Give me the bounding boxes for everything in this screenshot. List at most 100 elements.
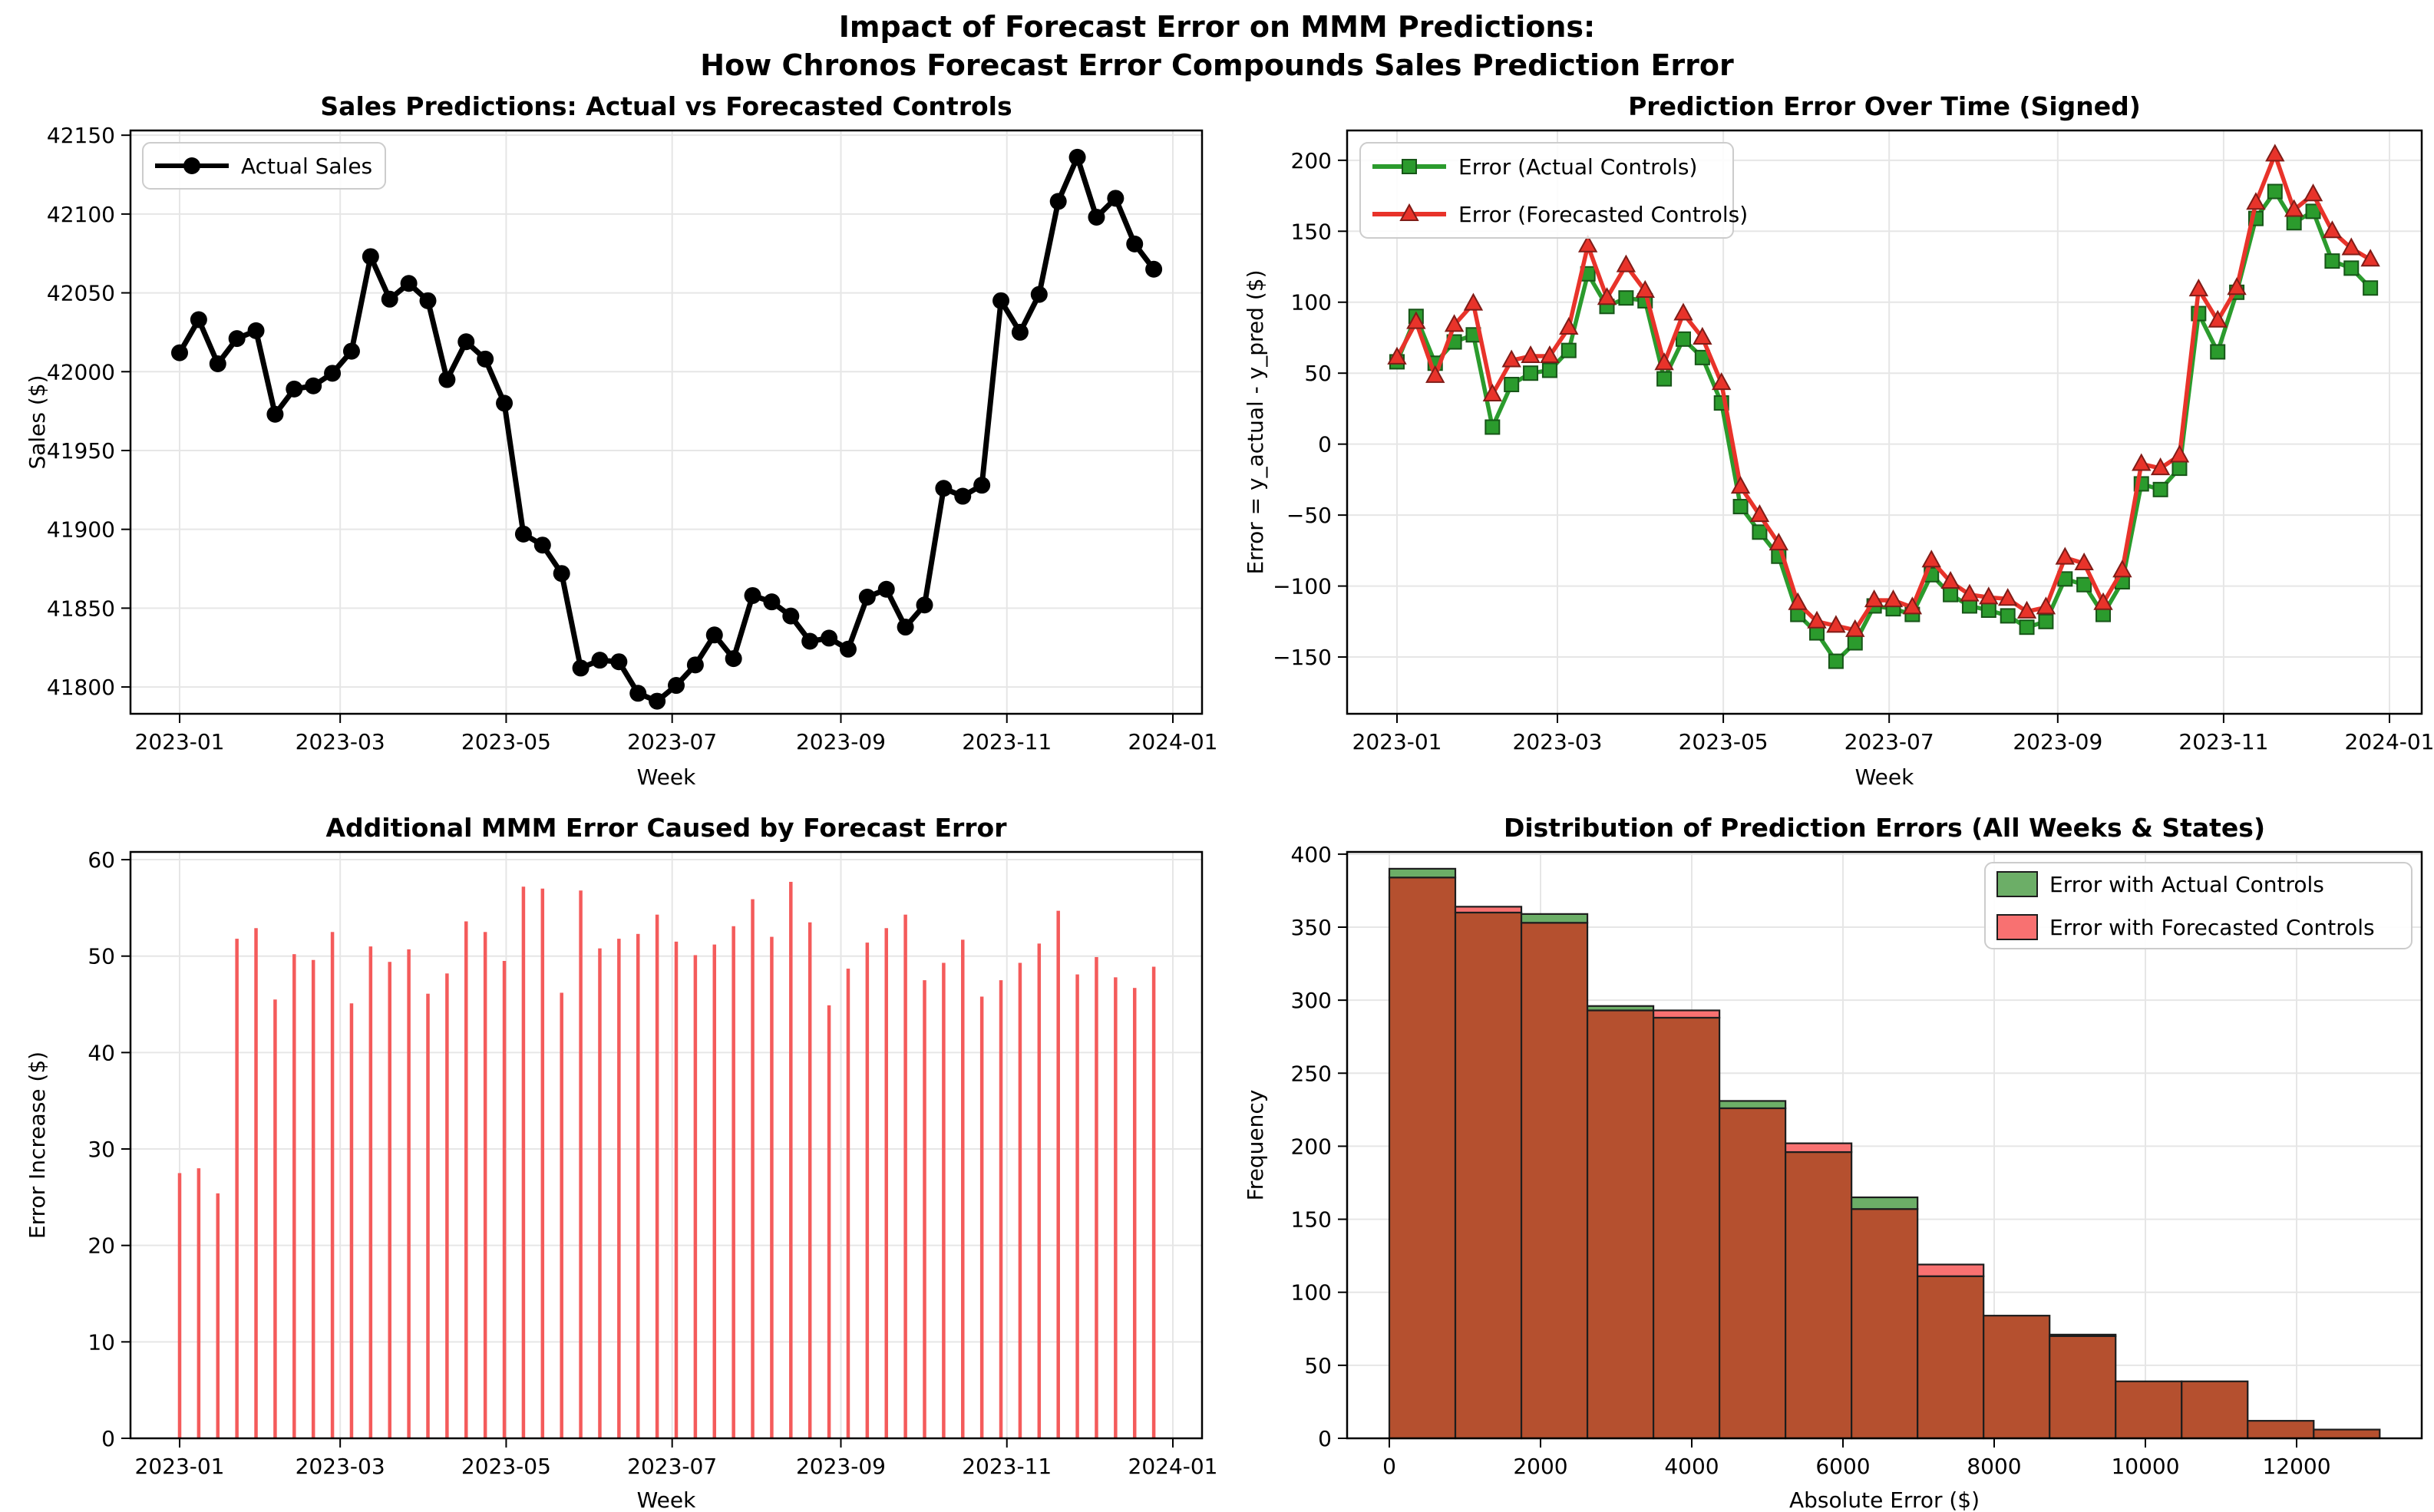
chart-text: 10 xyxy=(88,1329,115,1355)
error-distribution-legend: Error with Actual Controls Error with For… xyxy=(1984,862,2413,949)
chart-text: 2023-05 xyxy=(461,1454,551,1479)
chart-text: 200 xyxy=(1291,148,1332,173)
chart-text: Error = y_actual - y_pred ($) xyxy=(1243,269,1268,574)
chart-text: 2023-05 xyxy=(461,729,551,754)
chart-text: 50 xyxy=(1304,361,1332,386)
chart-text: 250 xyxy=(1291,1061,1332,1086)
chart-text: 0 xyxy=(1318,432,1332,457)
chart-text: 0 xyxy=(1382,1454,1396,1479)
chart-text: 6000 xyxy=(1815,1454,1870,1479)
sales-predictions-chart: 2023-01 2023-03 2023-05 2023-07 2023-09 2023-… xyxy=(25,91,1218,790)
chart-text: Absolute Error ($) xyxy=(1789,1487,1980,1512)
chart-text: 12000 xyxy=(2262,1454,2330,1479)
chart-text: 2000 xyxy=(1513,1454,1567,1479)
additional-mmm-error-ticks xyxy=(121,859,1174,1448)
chart-text: Sales Predictions: Actual vs Forecasted … xyxy=(320,91,1012,121)
chart-text: 0 xyxy=(101,1426,115,1451)
chart-text: 41850 xyxy=(47,596,115,621)
chart-text: Distribution of Prediction Errors (All W… xyxy=(1504,813,2265,843)
chart-text: 2023-05 xyxy=(1679,729,1769,754)
chart-text: Error (Forecasted Controls) xyxy=(1458,202,1748,227)
sales-predictions-tick-labels: 2023-01 2023-03 2023-05 2023-07 2023-09 2023-… xyxy=(47,123,1218,754)
chart-text: Additional MMM Error Caused by Forecast … xyxy=(326,813,1008,843)
sales-predictions-series-circle xyxy=(171,148,1163,710)
chart-text: 100 xyxy=(1291,1280,1332,1306)
additional-mmm-error-tick-labels: 2023-01 2023-03 2023-05 2023-07 2023-09 2023-… xyxy=(88,847,1217,1479)
figure-title-line1: Impact of Forecast Error on MMM Predicti… xyxy=(838,10,1596,44)
chart-text: 42150 xyxy=(47,123,115,148)
error-distribution-chart: 0 2000 4000 6000 8000 10000 12000 0 50 100 150 200 2… xyxy=(1243,813,2423,1512)
chart-text: 2023-11 xyxy=(962,1454,1052,1479)
sales-predictions-ticks xyxy=(121,134,1174,723)
figure-title: Impact of Forecast Error on MMM Predicti… xyxy=(0,8,2434,84)
prediction-error-over-time-chart: 2023-01 2023-03 2023-05 2023-07 2023-09 2023-… xyxy=(1243,91,2434,790)
chart-text: 2023-03 xyxy=(296,729,385,754)
additional-mmm-error-bars xyxy=(177,881,1156,1438)
chart-text: 42050 xyxy=(47,281,115,306)
error-distribution-spines xyxy=(1346,850,2423,1440)
chart-text: Error Increase ($) xyxy=(25,1051,50,1239)
error-distribution-tick-labels: 0 2000 4000 6000 8000 10000 12000 0 50 100 150 200 2… xyxy=(1291,842,2331,1479)
chart-text: 2023-09 xyxy=(796,729,886,754)
chart-text: 60 xyxy=(88,847,115,873)
chart-text: 2023-01 xyxy=(135,1454,225,1479)
additional-mmm-error-grid xyxy=(130,852,1202,1439)
chart-text: Error (Actual Controls) xyxy=(1458,154,1697,180)
chart-text: 2023-07 xyxy=(627,1454,717,1479)
chart-text: 2023-11 xyxy=(2178,729,2268,754)
chart-text: −50 xyxy=(1286,503,1332,528)
error-distribution-bars xyxy=(1388,867,2381,1440)
chart-text: Error with Actual Controls xyxy=(2049,872,2324,897)
figure-title-line2: How Chronos Forecast Error Compounds Sal… xyxy=(700,48,1734,82)
prediction-error-over-time-series-triangle xyxy=(1387,144,2380,637)
chart-text: 2023-07 xyxy=(627,729,717,754)
additional-mmm-error-chart: 2023-01 2023-03 2023-05 2023-07 2023-09 2023-… xyxy=(25,813,1218,1512)
chart-text: −100 xyxy=(1273,574,1332,599)
chart-text: 300 xyxy=(1291,988,1332,1013)
chart-text: 10000 xyxy=(2111,1454,2179,1479)
chart-text: 150 xyxy=(1291,219,1332,244)
chart-text: 8000 xyxy=(1967,1454,2021,1479)
chart-text: 41800 xyxy=(47,675,115,700)
chart-text: 100 xyxy=(1291,290,1332,315)
chart-text: 2024-01 xyxy=(2345,729,2434,754)
chart-text: 41900 xyxy=(47,517,115,543)
chart-text: 200 xyxy=(1291,1134,1332,1159)
chart-text: 2023-01 xyxy=(1352,729,1442,754)
chart-text: 40 xyxy=(88,1040,115,1065)
sales-predictions-spines xyxy=(129,129,1204,715)
chart-text: 400 xyxy=(1291,842,1332,867)
chart-text: Sales ($) xyxy=(25,375,50,469)
chart-text: Prediction Error Over Time (Signed) xyxy=(1628,91,2141,121)
chart-text: Frequency xyxy=(1243,1090,1268,1201)
chart-text: 150 xyxy=(1291,1207,1332,1233)
chart-text: Error with Forecasted Controls xyxy=(2049,915,2375,940)
additional-mmm-error-spines xyxy=(129,850,1204,1440)
prediction-error-over-time-tick-labels: 2023-01 2023-03 2023-05 2023-07 2023-09 2023-… xyxy=(1273,148,2434,754)
sales-predictions-legend: Actual Sales xyxy=(142,142,386,190)
prediction-error-over-time-ticks xyxy=(1338,159,2390,723)
prediction-error-over-time-legend: Error (Actual Controls) Error (Forecasted… xyxy=(1359,142,1748,239)
sales-predictions-grid xyxy=(130,130,1202,714)
chart-text: 2023-01 xyxy=(135,729,225,754)
chart-text: 30 xyxy=(88,1137,115,1162)
chart-text: 2023-07 xyxy=(1844,729,1934,754)
chart-text: Week xyxy=(637,764,696,790)
chart-text: 42100 xyxy=(47,202,115,227)
chart-text: 2023-09 xyxy=(796,1454,886,1479)
chart-text: 50 xyxy=(1304,1353,1332,1378)
chart-text: 50 xyxy=(88,944,115,969)
chart-text: 2024-01 xyxy=(1128,729,1218,754)
chart-text: 2024-01 xyxy=(1128,1454,1218,1479)
chart-text: 2023-11 xyxy=(962,729,1052,754)
chart-text: Week xyxy=(1855,764,1914,790)
chart-text: 2023-03 xyxy=(296,1454,385,1479)
chart-text: Actual Sales xyxy=(241,154,372,179)
chart-text: 2023-09 xyxy=(2013,729,2102,754)
chart-text: 41950 xyxy=(47,438,115,464)
chart-text: 350 xyxy=(1291,915,1332,940)
chart-text: 2023-03 xyxy=(1513,729,1603,754)
chart-text: 0 xyxy=(1318,1426,1332,1451)
